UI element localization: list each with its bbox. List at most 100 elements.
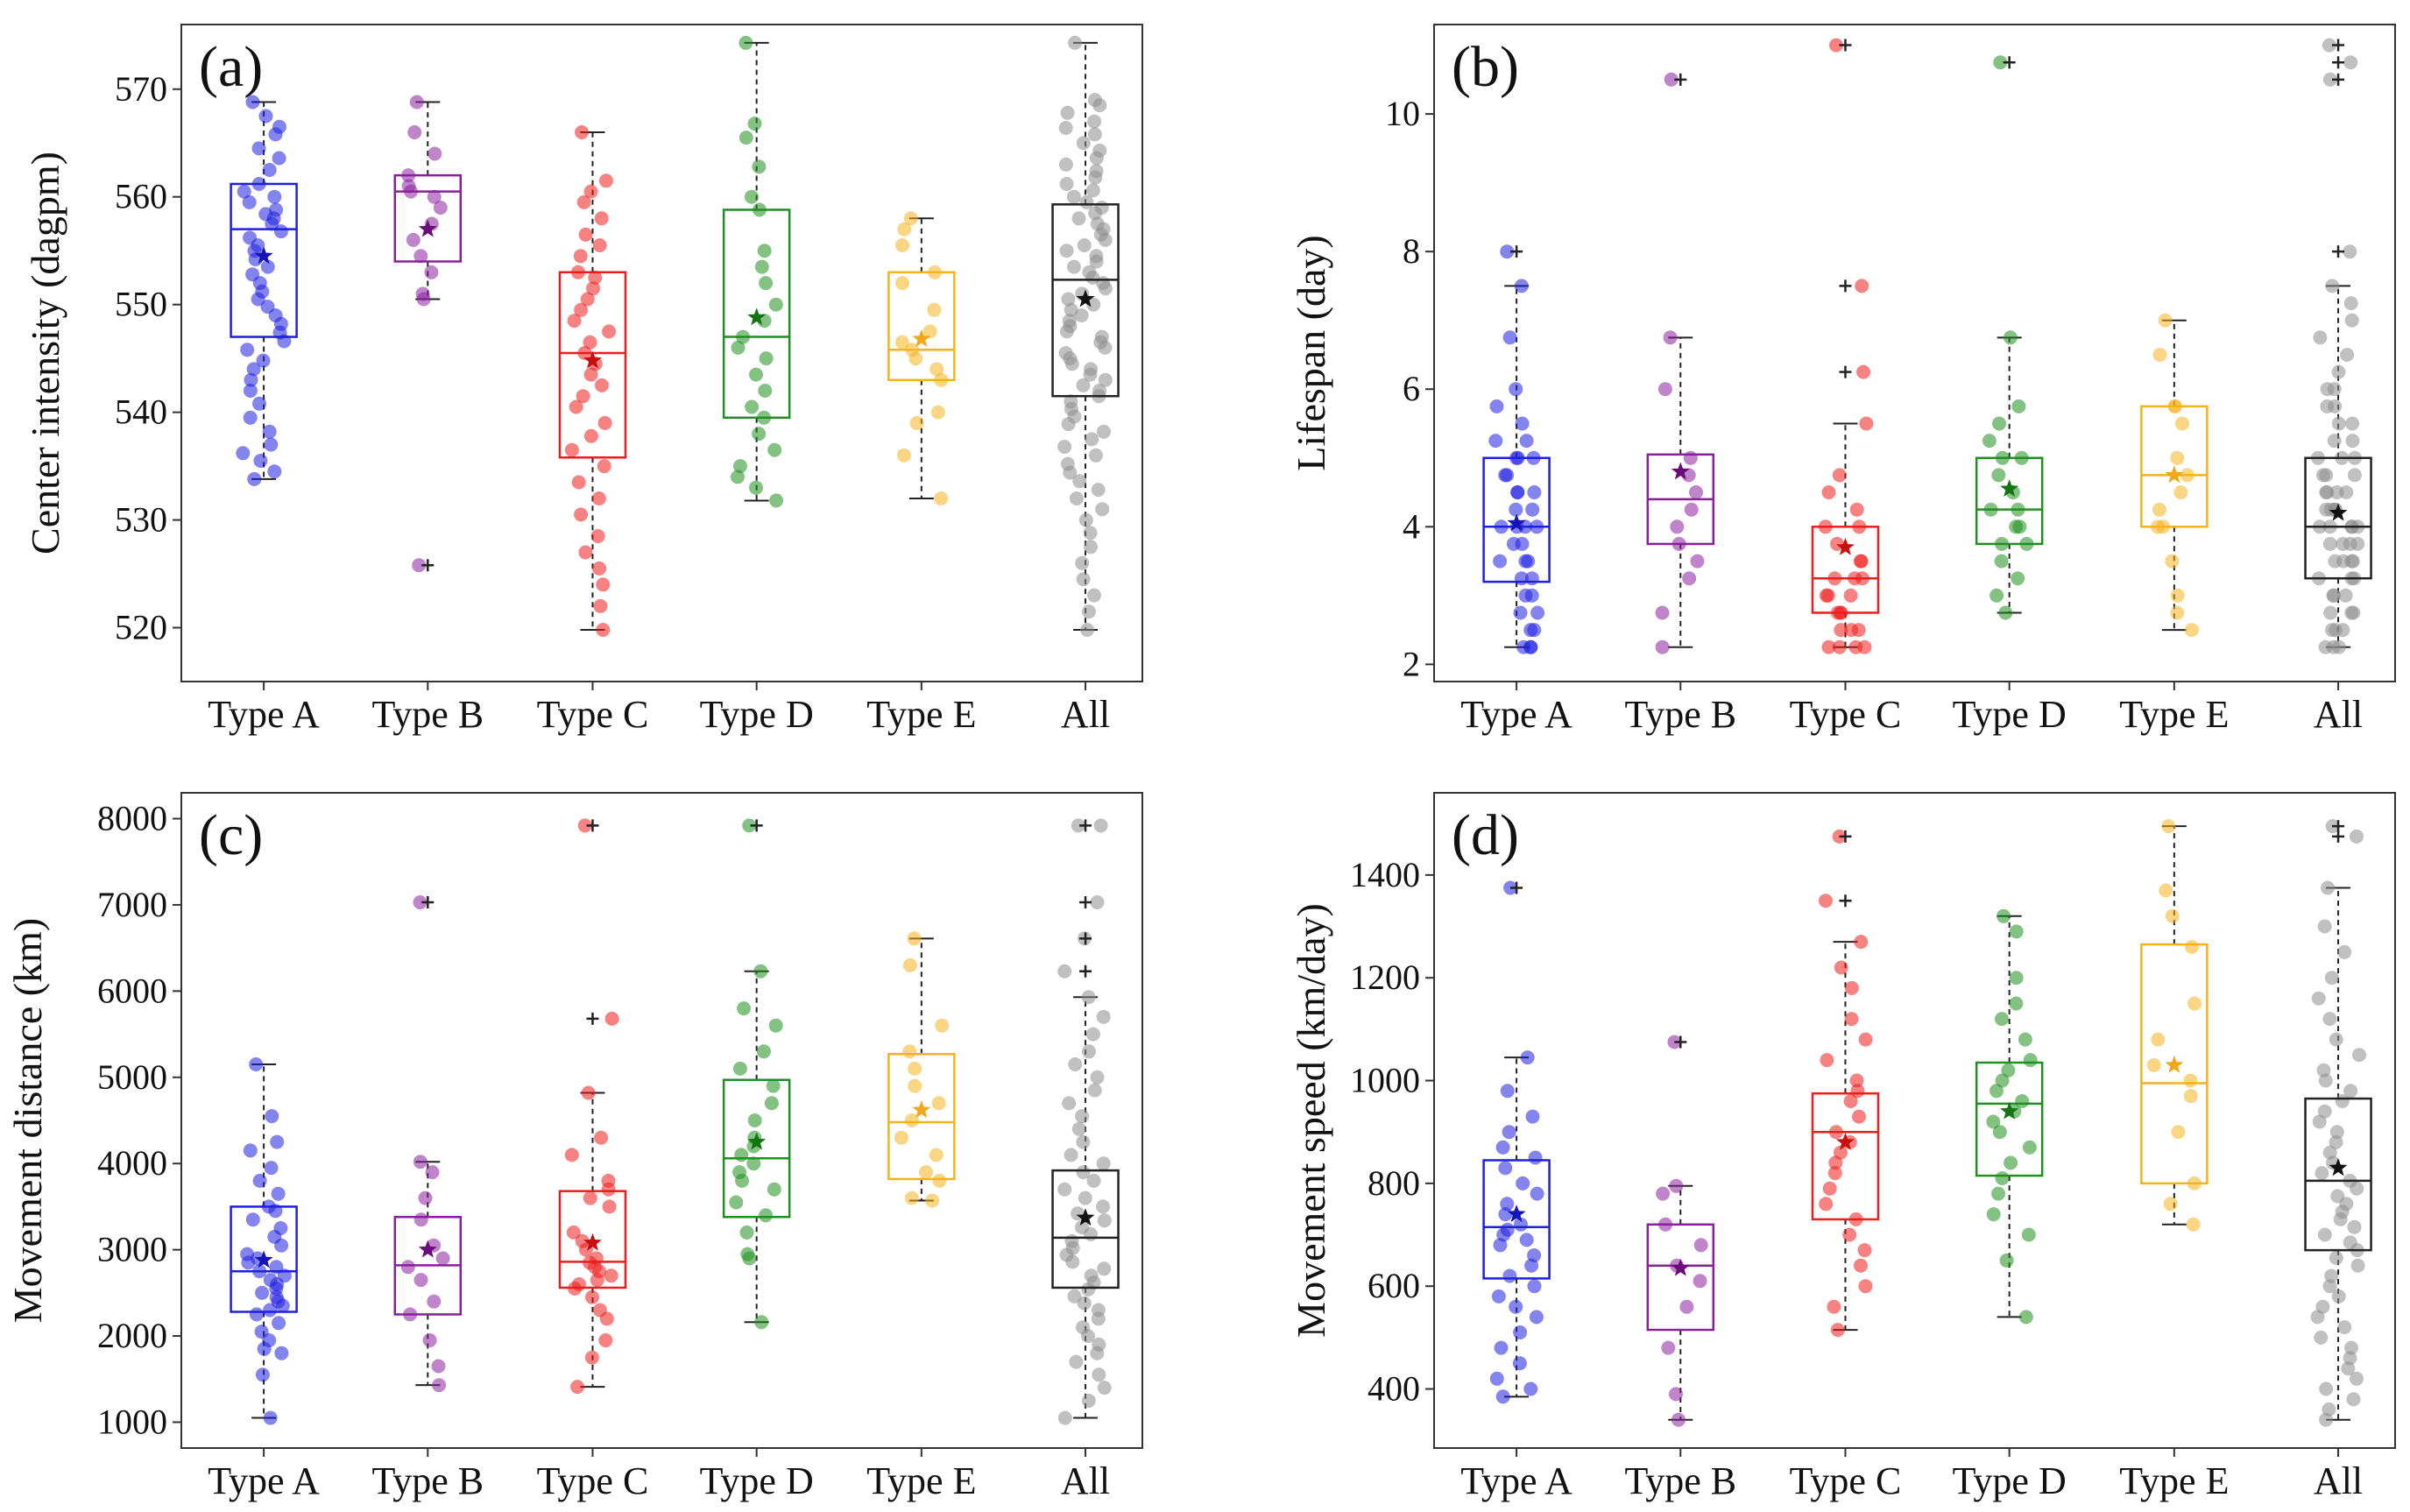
data-point (2175, 416, 2189, 431)
data-point (604, 1268, 618, 1283)
data-point (1075, 555, 1090, 570)
data-point (1834, 960, 1848, 975)
data-point (273, 224, 288, 239)
data-point (247, 471, 262, 486)
data-point (1098, 372, 1113, 387)
data-point (754, 259, 769, 274)
data-point (416, 292, 431, 307)
outlier-marker (2332, 73, 2345, 86)
data-point (1684, 502, 1699, 517)
data-point (1669, 1387, 1683, 1402)
data-point (1530, 1186, 1544, 1201)
data-point (904, 1191, 919, 1205)
chart-panel-1: 2 4 6 8 10 Lifespan (day) (b) Type A Type B Type … (1289, 24, 2396, 736)
y-tick-label: 3000 (97, 1230, 167, 1269)
mean-star (1671, 462, 1690, 480)
x-tick-label: All (1061, 693, 1110, 736)
data-point (267, 189, 282, 204)
data-point (2320, 382, 2335, 397)
data-point (1530, 605, 1545, 620)
data-point (1856, 364, 1871, 379)
data-point (2009, 996, 2024, 1011)
data-point (249, 1307, 264, 1322)
data-point (1098, 340, 1113, 355)
data-point (1512, 1356, 1527, 1371)
outlier-marker (1839, 894, 1852, 908)
data-point (400, 1260, 415, 1275)
data-point (2170, 605, 2185, 620)
data-point (1069, 491, 1084, 505)
data-point (1519, 434, 1534, 449)
data-point (564, 1148, 579, 1162)
data-point (919, 1165, 933, 1180)
data-point (575, 125, 590, 139)
y-axis-label: Lifespan (day) (1289, 235, 1333, 471)
y-tick-label: 1200 (1350, 957, 1420, 997)
data-point (895, 238, 909, 252)
data-point (1083, 367, 1098, 382)
data-point (2319, 1412, 2334, 1427)
data-point (2018, 1032, 2032, 1047)
data-point (272, 1316, 286, 1331)
y-axis-label: Movement distance (km) (5, 918, 50, 1323)
data-point (1066, 189, 1081, 204)
data-point (1663, 330, 1678, 345)
data-point (2318, 639, 2333, 654)
data-point (1058, 121, 1073, 135)
data-point (409, 95, 424, 110)
data-point (2343, 296, 2358, 311)
mean-star (418, 219, 437, 237)
box (558, 1190, 627, 1289)
data-point (1060, 105, 1075, 120)
data-point (583, 335, 597, 350)
data-point (1854, 935, 1869, 950)
data-point (2317, 919, 2332, 934)
outlier-marker (1674, 1035, 1687, 1049)
chart-panel-0: 520 530 540 550 560 570 Center intensity (dagp… (23, 24, 1143, 736)
plot-frame (1433, 792, 2396, 1449)
y-axis-label: Movement speed (km/day) (1289, 903, 1333, 1338)
data-point (747, 117, 762, 131)
data-point (1844, 980, 1859, 995)
data-point (1502, 1125, 1516, 1140)
x-tick-label: Type C (537, 1459, 649, 1502)
data-point (902, 957, 917, 972)
outlier-marker (1839, 365, 1852, 378)
data-point (739, 35, 753, 50)
outlier-marker (2332, 39, 2345, 52)
data-point (2341, 1361, 2356, 1376)
data-point (1656, 1186, 1671, 1201)
data-point (2327, 434, 2342, 449)
mean-star (2329, 1158, 2348, 1176)
data-point (2009, 924, 2024, 939)
data-point (236, 446, 251, 461)
data-point (2011, 571, 2025, 586)
data-point (1529, 1310, 1544, 1325)
outlier-marker (1079, 819, 1092, 832)
panel-label: (a) (199, 35, 263, 99)
data-point (2325, 623, 2339, 638)
outlier-marker (1839, 279, 1852, 293)
data-point (1514, 279, 1529, 293)
data-point (1076, 1165, 1091, 1180)
data-point (1084, 1226, 1098, 1241)
data-point (251, 141, 266, 156)
data-point (594, 211, 609, 226)
x-tick-label: Type A (208, 1459, 320, 1502)
data-point (2159, 883, 2173, 898)
data-point (599, 1311, 614, 1326)
data-point (583, 428, 598, 443)
data-point (895, 276, 909, 291)
y-tick-label: 10 (1385, 94, 1420, 133)
data-point (1525, 1109, 1540, 1124)
data-point (275, 1298, 290, 1313)
data-point (2003, 330, 2018, 345)
data-point (1689, 485, 1703, 499)
data-point (1670, 519, 1685, 534)
data-point (432, 1378, 447, 1393)
x-tick-label: Type C (1790, 693, 1902, 736)
data-point (2321, 880, 2336, 895)
x-tick-label: Type E (866, 693, 976, 736)
data-point (1057, 1410, 1072, 1425)
data-point (241, 1255, 256, 1270)
